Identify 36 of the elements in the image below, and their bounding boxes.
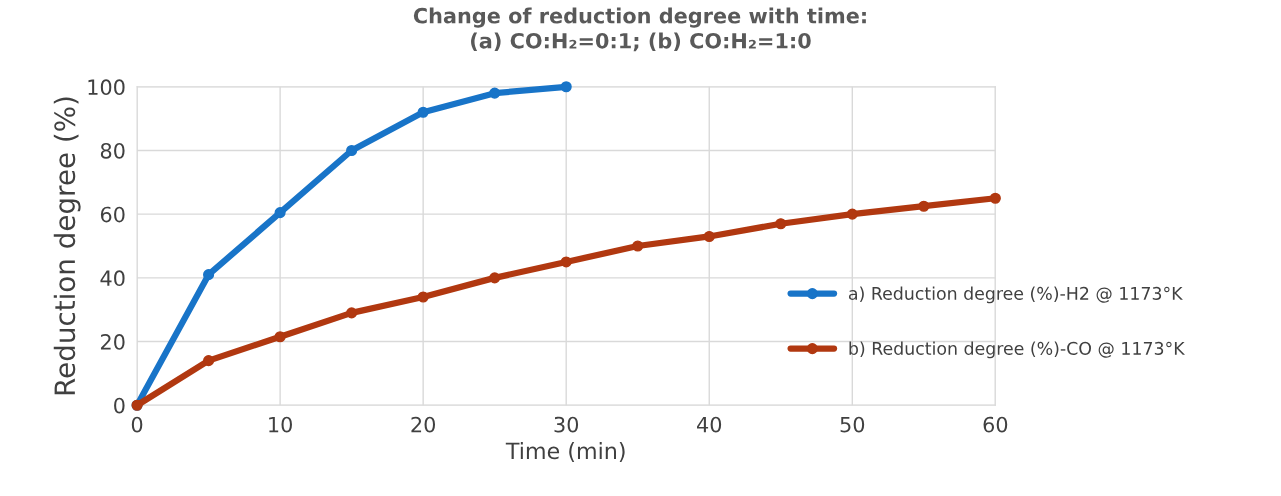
legend-label: a) Reduction degree (%)-H2 @ 1173°K bbox=[848, 286, 1183, 304]
point bbox=[775, 218, 787, 230]
point bbox=[846, 208, 858, 220]
point bbox=[417, 291, 429, 303]
x-tick-label: 30 bbox=[554, 416, 579, 433]
point bbox=[560, 256, 572, 268]
x-tick-label: 40 bbox=[697, 416, 722, 433]
point bbox=[274, 207, 286, 219]
point bbox=[203, 355, 215, 367]
y-tick-label: 80 bbox=[100, 142, 125, 159]
point bbox=[989, 192, 1001, 204]
x-axis-title: Time (min) bbox=[505, 442, 625, 462]
chart-title: Change of reduction degree with time: (a) CO:H₂=0:1; (b) CO:H₂=1:0 bbox=[413, 7, 866, 52]
point bbox=[489, 87, 501, 99]
point bbox=[274, 331, 286, 343]
x-tick-label: 20 bbox=[411, 416, 436, 433]
x-tick-label: 50 bbox=[840, 416, 865, 433]
y-tick-label: 60 bbox=[100, 206, 125, 223]
point bbox=[346, 307, 358, 319]
point bbox=[203, 269, 215, 281]
y-axis-title: Reduction degree (%) bbox=[53, 97, 81, 395]
point bbox=[918, 200, 930, 212]
y-tick-label: 20 bbox=[100, 334, 125, 350]
point bbox=[346, 144, 358, 157]
x-tick-label: 10 bbox=[269, 416, 292, 433]
x-tick-label: 60 bbox=[983, 416, 1008, 433]
x-tick-label: 0 bbox=[131, 416, 143, 433]
point bbox=[417, 106, 429, 118]
point bbox=[560, 81, 572, 93]
point bbox=[703, 230, 715, 243]
y-tick-label: 40 bbox=[100, 270, 125, 287]
y-tick-label: 100 bbox=[88, 79, 125, 96]
point bbox=[632, 240, 644, 252]
y-tick-label: 0 bbox=[114, 397, 125, 414]
point bbox=[489, 272, 501, 284]
legend-label: b) Reduction degree (%)-CO @ 1173°K bbox=[849, 341, 1185, 359]
